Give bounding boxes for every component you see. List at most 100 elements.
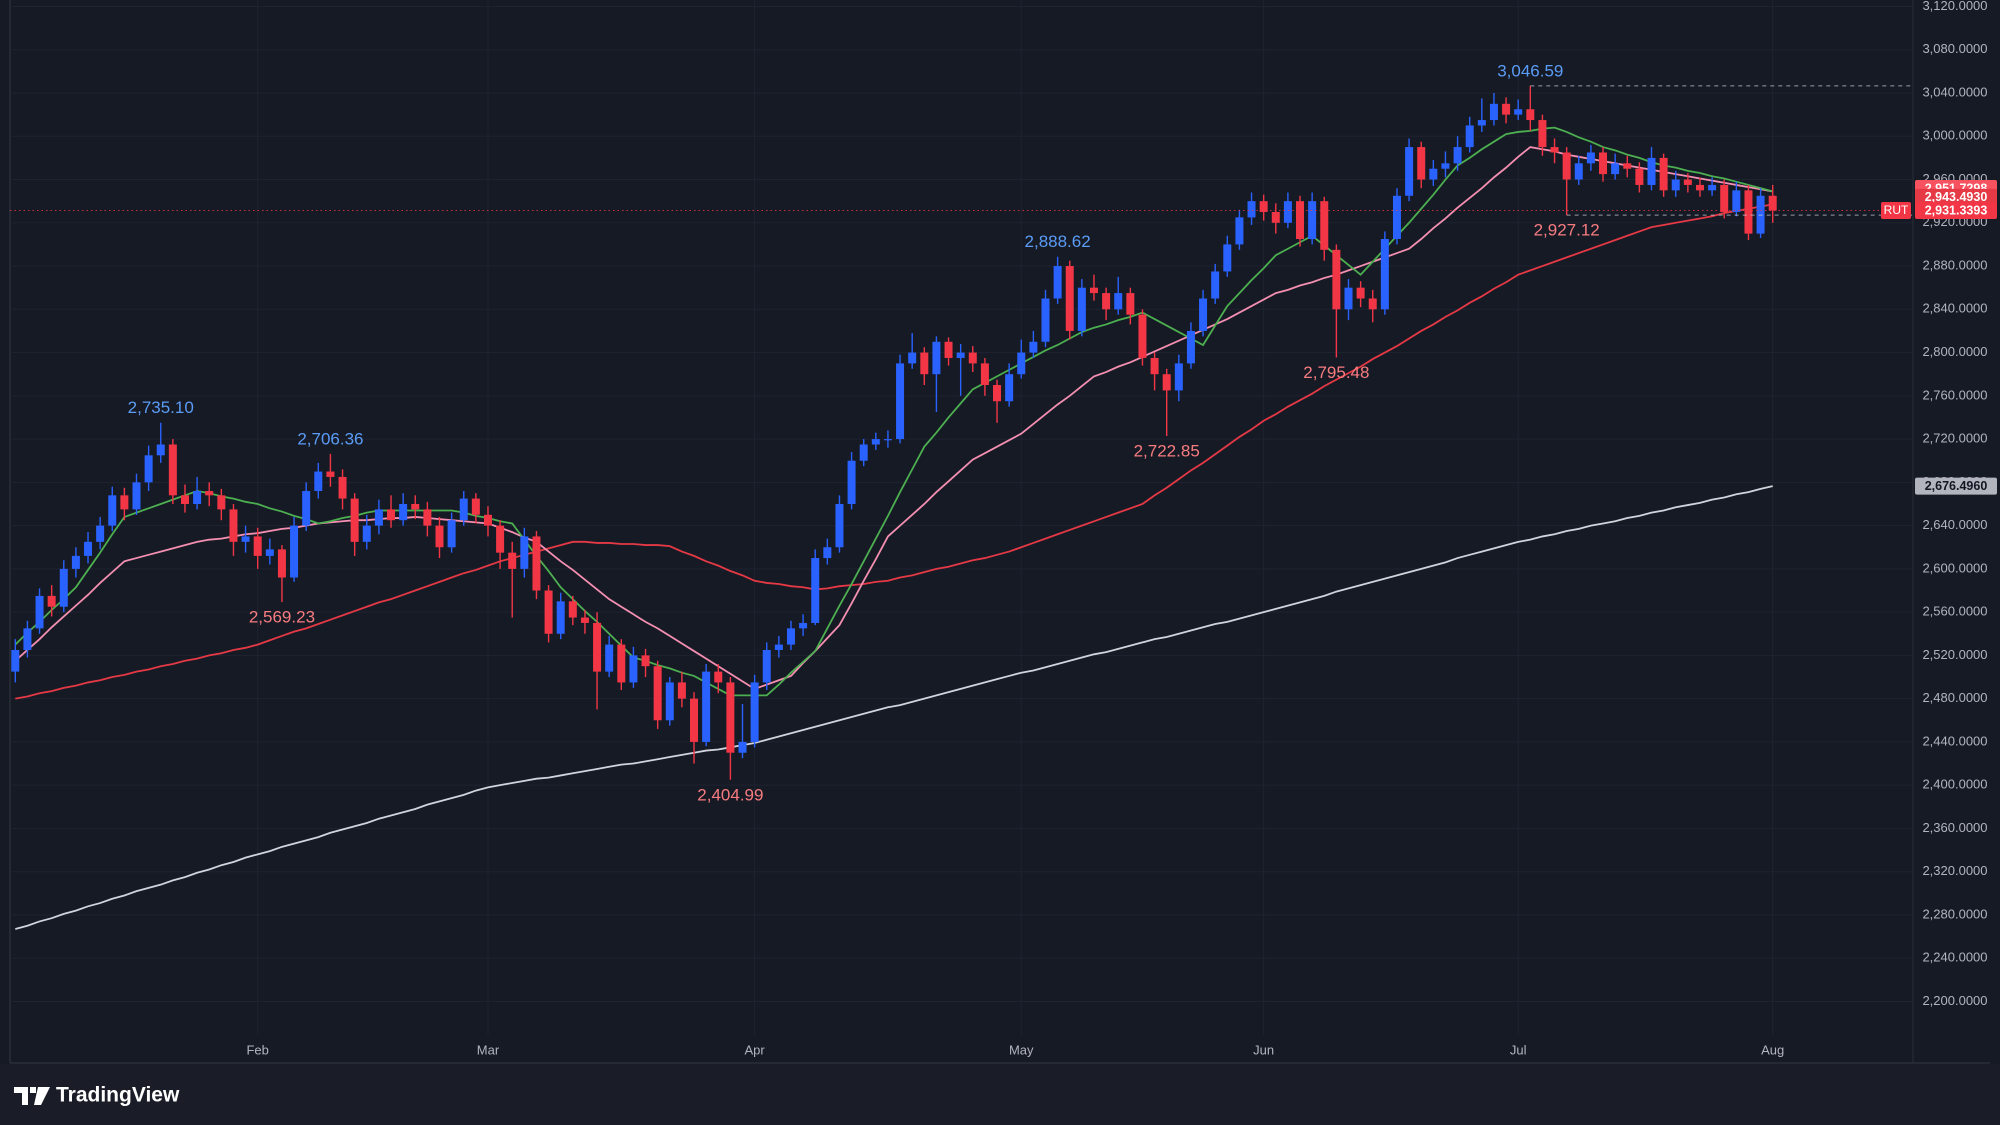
candle-body [483, 514, 492, 526]
candle-body [193, 491, 202, 504]
brand-name: TradingView [56, 1084, 180, 1107]
candle-body [762, 649, 771, 683]
candle-body [471, 498, 480, 515]
candle-body [1247, 201, 1256, 218]
candle-body [871, 439, 880, 445]
candle-body [1005, 374, 1014, 402]
candle-body [1489, 103, 1498, 121]
candle-body [1574, 163, 1583, 180]
price-tag-label: 2,943.4930 [1925, 190, 1988, 204]
candle-body [1089, 287, 1098, 294]
candle-body [556, 601, 565, 634]
candle-body [1659, 157, 1668, 191]
candle-body [338, 476, 347, 499]
candle-body [1647, 157, 1656, 185]
candle-body [508, 552, 517, 569]
candle-body [1114, 293, 1123, 310]
candle-body [847, 460, 856, 504]
candle-body [1768, 195, 1777, 211]
y-tick-label: 3,000.0000 [1922, 128, 1987, 143]
candle-body [980, 363, 989, 386]
candle-body [180, 495, 189, 504]
symbol-tag [1881, 202, 1911, 220]
candle-body [1174, 363, 1183, 391]
symbol-tag-label: RUT [1884, 203, 1909, 217]
candle-body [1126, 293, 1135, 315]
candle-body [1041, 298, 1050, 342]
extreme-label: 2,722.85 [1134, 441, 1200, 460]
candle-body [1102, 293, 1111, 310]
candle-body [132, 482, 141, 510]
candle-body [374, 509, 383, 526]
candle-body [1283, 201, 1292, 223]
extreme-label: 2,706.36 [297, 429, 363, 448]
extreme-label: 2,404.99 [697, 785, 763, 804]
candle-body [1623, 163, 1632, 169]
candle-body [350, 498, 359, 542]
candle-body [1683, 179, 1692, 185]
candle-body [411, 503, 420, 510]
y-tick-label: 2,320.0000 [1922, 863, 1987, 878]
candle-body [1356, 287, 1365, 299]
candle-body [144, 455, 153, 483]
candle-body [1065, 266, 1074, 331]
candle-body [387, 509, 396, 521]
grid: 2,200.0000 2,240.0000 2,280.0000 2,320.0000… [10, 0, 1988, 1057]
price-tag [1915, 477, 1997, 495]
candle-body [956, 352, 965, 358]
candle-body [1744, 190, 1753, 234]
logo-mark [14, 1087, 50, 1105]
candle-body [1332, 249, 1341, 310]
candle-body [96, 525, 105, 542]
extreme-label: 2,569.23 [249, 608, 315, 627]
candle-body [1380, 239, 1389, 310]
candle-body [362, 525, 371, 542]
extreme-label: 3,046.59 [1497, 61, 1563, 80]
candle-body [459, 498, 468, 521]
candle-body [532, 536, 541, 591]
candle-body [1344, 287, 1353, 310]
candle-body [1526, 109, 1535, 121]
candle-body [932, 341, 941, 375]
y-tick-label: 2,560.0000 [1922, 604, 1987, 619]
extreme-label: 2,927.12 [1534, 221, 1600, 240]
candle-body [108, 495, 117, 526]
extreme-label: 2,735.10 [128, 398, 194, 417]
candle-body [835, 503, 844, 548]
candle-body [1271, 211, 1280, 223]
footer-bar [0, 1064, 2000, 1125]
x-tick-label: Feb [246, 1042, 268, 1057]
moving-average-line [15, 203, 1773, 700]
candle-body [1308, 201, 1317, 240]
candle-body [520, 536, 529, 569]
candle-body [1671, 179, 1680, 191]
y-tick-label: 2,880.0000 [1922, 257, 1987, 272]
candle-body [1611, 163, 1620, 175]
y-tick-label: 3,080.0000 [1922, 41, 1987, 56]
candle-body [1441, 163, 1450, 169]
candle-body [908, 352, 917, 364]
candle-body [217, 495, 226, 510]
candle-body [496, 525, 505, 553]
y-tick-label: 2,640.0000 [1922, 517, 1987, 532]
candle-body [156, 444, 165, 456]
y-tick-label: 2,520.0000 [1922, 647, 1987, 662]
candle-body [84, 541, 93, 556]
candle-body [1502, 103, 1511, 115]
candle-body [1635, 168, 1644, 185]
extreme-label: 2,888.62 [1025, 232, 1091, 251]
candle-body [1732, 190, 1741, 212]
y-tick-label: 2,200.0000 [1922, 993, 1987, 1008]
candle-body [823, 547, 832, 559]
candle-body [750, 682, 759, 742]
candle-body [714, 671, 723, 683]
candle-body [811, 558, 820, 623]
candle-body [702, 671, 711, 742]
candle-body [1465, 125, 1474, 148]
candle-body [896, 363, 905, 440]
candle-body [1138, 314, 1147, 358]
candle-body [120, 495, 129, 510]
candle-body [1235, 217, 1244, 245]
y-tick-label: 2,600.0000 [1922, 560, 1987, 575]
